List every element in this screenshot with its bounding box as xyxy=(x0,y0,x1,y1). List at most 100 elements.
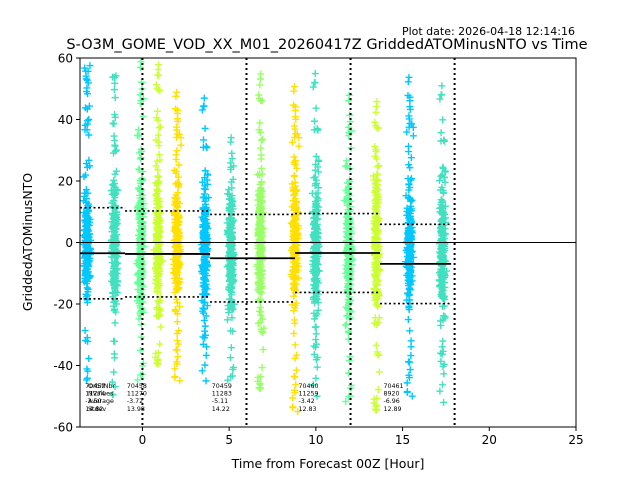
y-tick-label: 60 xyxy=(58,52,73,66)
data-point xyxy=(314,206,322,214)
data-point xyxy=(438,282,446,290)
data-point xyxy=(227,264,235,272)
orbit-stat-nvalues: 11274 xyxy=(85,391,105,398)
data-point xyxy=(293,164,301,172)
scatter-points xyxy=(80,58,451,416)
data-point xyxy=(290,372,298,380)
data-point xyxy=(312,201,320,209)
data-point xyxy=(344,327,352,335)
data-point xyxy=(375,290,383,298)
data-point xyxy=(405,358,413,366)
plot-date: Plot date: 2026-04-18 12:14:16 xyxy=(402,25,575,38)
data-point xyxy=(405,290,413,298)
data-point xyxy=(156,156,164,164)
data-point xyxy=(256,180,264,188)
data-point xyxy=(409,123,417,131)
data-point xyxy=(201,209,209,217)
data-point xyxy=(290,172,298,180)
data-point xyxy=(439,294,447,302)
data-point xyxy=(309,267,317,275)
data-point xyxy=(133,297,141,305)
data-point xyxy=(292,187,300,195)
data-point xyxy=(201,284,209,292)
data-point xyxy=(82,336,90,344)
data-point xyxy=(437,172,445,180)
data-point xyxy=(407,343,415,351)
data-point xyxy=(198,261,206,269)
data-point xyxy=(437,204,445,212)
data-point xyxy=(342,162,350,170)
y-axis-label: GriddedATOMinusNTO xyxy=(20,173,35,311)
orbit-stat-nvalues: 11283 xyxy=(212,391,232,398)
data-point xyxy=(174,281,182,289)
data-point xyxy=(229,218,237,226)
data-point xyxy=(294,408,302,416)
data-point xyxy=(291,267,299,275)
orbit-stat-orbit: 70459 xyxy=(212,383,232,390)
data-point xyxy=(110,176,118,184)
data-point xyxy=(136,257,144,265)
orbit-stat-average: -5.11 xyxy=(212,398,228,405)
data-point xyxy=(111,284,119,292)
data-point xyxy=(435,269,443,277)
data-point xyxy=(343,195,351,203)
data-point xyxy=(137,222,145,230)
data-point xyxy=(114,278,122,286)
data-point xyxy=(155,187,163,195)
data-point xyxy=(292,366,300,374)
data-point xyxy=(312,160,320,168)
data-point xyxy=(111,305,119,313)
data-point xyxy=(81,64,89,72)
data-point xyxy=(175,327,183,335)
data-point xyxy=(257,261,265,269)
data-point xyxy=(173,147,181,155)
data-point xyxy=(153,272,161,280)
data-point xyxy=(111,220,119,228)
data-point xyxy=(200,317,208,325)
data-point xyxy=(108,378,116,386)
data-point xyxy=(438,250,446,258)
data-point xyxy=(155,299,163,307)
data-point xyxy=(86,62,94,70)
data-point xyxy=(85,116,93,124)
data-point xyxy=(439,163,447,171)
data-point xyxy=(256,287,264,295)
data-point xyxy=(137,333,145,341)
data-point xyxy=(295,142,303,150)
data-point xyxy=(198,178,206,186)
data-point xyxy=(292,299,300,307)
data-point xyxy=(440,279,448,287)
data-point xyxy=(225,216,233,224)
data-point xyxy=(111,261,119,269)
data-point xyxy=(312,294,320,302)
data-point xyxy=(172,307,180,315)
data-point xyxy=(406,184,414,192)
data-point xyxy=(83,365,91,373)
data-point xyxy=(226,159,234,167)
y-axis: -60 -40 -20 0 20 40 60 xyxy=(53,52,80,435)
data-point xyxy=(291,341,299,349)
data-point xyxy=(406,235,414,243)
data-point xyxy=(223,316,231,324)
data-point xyxy=(84,189,92,197)
data-point xyxy=(292,259,300,267)
data-point xyxy=(403,379,411,387)
data-point xyxy=(312,374,320,382)
data-point xyxy=(289,101,297,109)
y-tick-label: 0 xyxy=(65,236,73,250)
data-point xyxy=(200,275,208,283)
data-point xyxy=(137,202,145,210)
data-point xyxy=(436,95,444,103)
data-point xyxy=(256,319,264,327)
data-point xyxy=(257,325,265,333)
data-point xyxy=(111,183,119,191)
data-point xyxy=(407,176,415,184)
data-point xyxy=(111,337,119,345)
x-tick-label: 25 xyxy=(568,433,583,447)
data-point xyxy=(229,279,237,287)
data-point xyxy=(375,162,383,170)
data-point xyxy=(199,235,207,243)
data-point xyxy=(256,277,264,285)
